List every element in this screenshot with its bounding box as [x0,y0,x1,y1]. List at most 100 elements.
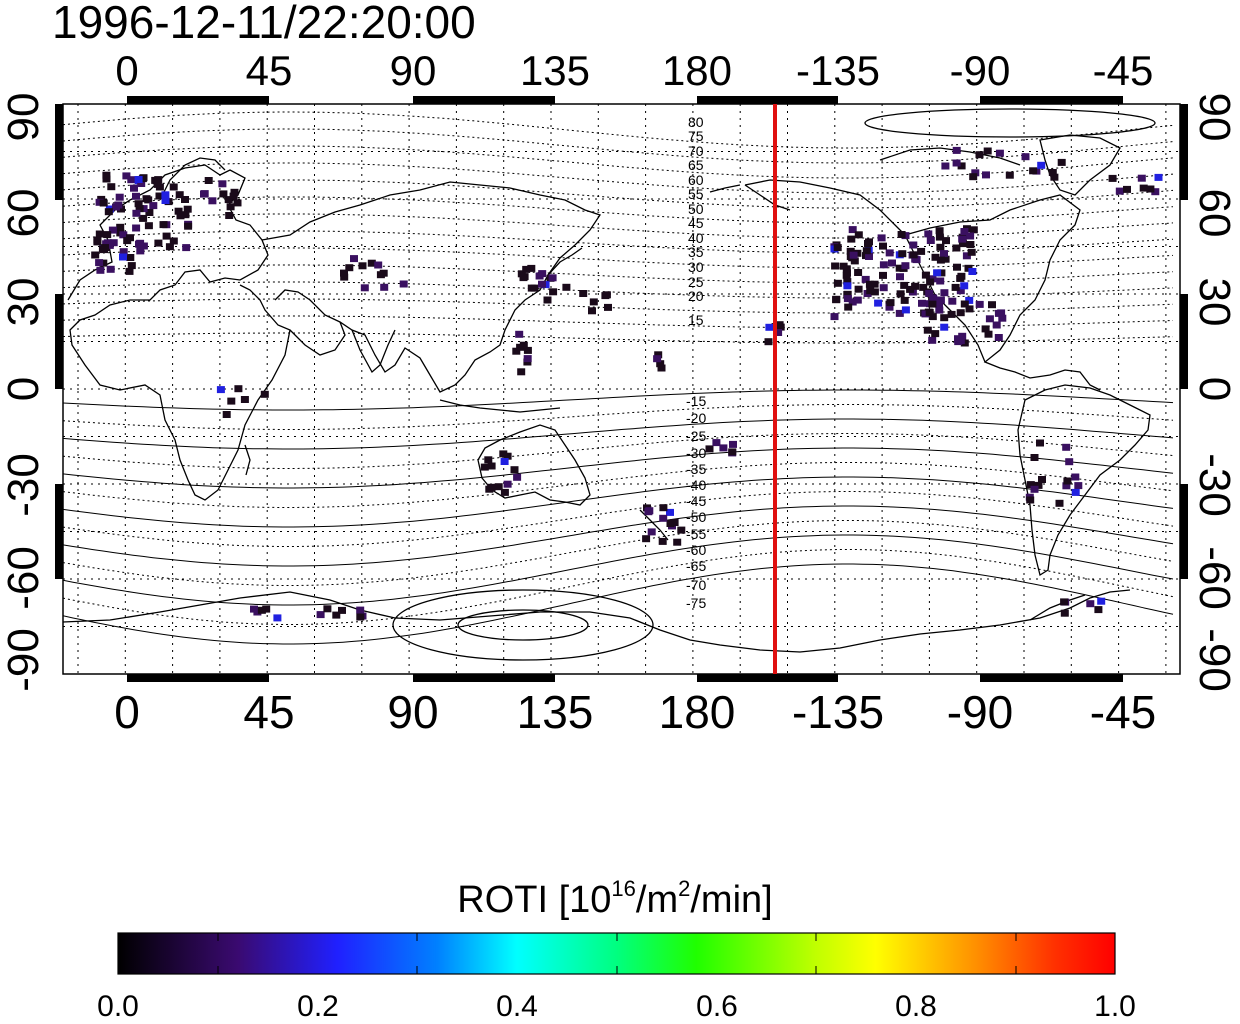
roti-point [901,262,910,270]
roti-point [1030,454,1039,461]
roti-point [957,162,966,170]
roti-point [956,287,965,295]
roti-point [653,355,662,363]
roti-point [935,306,944,314]
roti-point [204,177,213,184]
roti-point [527,264,536,272]
roti-point [1094,606,1103,614]
roti-point [1026,481,1035,489]
roti-point [519,341,528,349]
roti-point [933,269,942,277]
timestamp-label: 1996-12-11/22:20:00 [52,0,476,48]
roti-point [865,280,874,288]
roti-point [940,323,949,331]
roti-point [132,209,141,217]
roti-point [169,183,178,191]
roti-point [379,269,388,277]
left-lat-tick: 60 [0,189,48,238]
roti-point [356,613,365,621]
contour-label: 25 [688,274,704,290]
roti-point [538,270,547,278]
contour-label: 55 [688,186,704,202]
roti-point [940,250,948,258]
frame-tick-bars [55,96,1188,682]
roti-point [971,169,980,177]
roti-point [764,338,773,346]
contour-label: -40 [686,477,706,493]
roti-point [1139,184,1148,192]
roti-point [975,151,984,159]
roti-point [906,285,915,293]
roti-point [677,526,686,534]
roti-point [931,330,940,338]
roti-point [888,259,896,267]
roti-point [338,606,346,614]
contour-label: -55 [686,526,706,542]
roti-point [656,360,665,368]
roti-point [948,297,957,305]
roti-point [503,480,512,488]
roti-point [122,172,131,180]
roti-point [719,444,728,452]
roti-point [896,273,904,281]
magnetic-latitude-contours [63,111,1174,645]
roti-point [181,196,189,203]
roti-point [832,296,841,304]
roti-point [332,611,341,619]
roti-point [200,190,209,198]
roti-point [234,385,243,393]
roti-point [941,255,950,263]
roti-point [985,315,994,323]
roti-point [940,289,949,297]
roti-point [657,364,666,372]
top-longitude-axis: 0 45 90 135 180 -135 -90 -45 [115,47,1153,94]
roti-point [862,247,871,255]
roti-point [145,209,154,216]
roti-point [879,261,888,269]
roti-point [115,193,124,201]
contour-label: 60 [688,172,704,188]
roti-point [96,266,105,274]
roti-point [928,300,937,308]
roti-point [940,314,949,322]
roti-point [966,241,975,248]
roti-point [500,488,509,496]
roti-point [885,303,894,311]
roti-point [515,330,524,338]
roti-point [654,351,663,359]
roti-point [951,283,960,291]
roti-point [134,176,143,183]
roti-point [967,248,976,256]
roti-point [866,287,875,295]
roti-point [114,201,123,209]
roti-point [216,386,225,394]
roti-point [926,278,935,286]
roti-point [848,226,857,234]
roti-point [360,284,369,292]
roti-point [925,308,934,316]
roti-point [579,290,588,297]
roti-point [225,212,234,219]
left-lat-tick: 90 [0,93,48,142]
contour-label: 15 [688,312,704,328]
roti-point [844,303,853,311]
contour-label: -30 [686,445,706,461]
left-lat-tick: -60 [0,546,48,610]
roti-point [183,205,192,213]
roti-point [499,450,508,458]
roti-point [647,528,656,536]
roti-point [936,243,945,251]
roti-point [854,285,863,293]
roti-point [960,300,969,308]
roti-point [958,235,967,243]
roti-point [670,519,679,526]
roti-point [936,277,945,285]
roti-point [181,211,190,219]
contour-label: 35 [688,244,704,260]
left-lat-tick: 0 [0,377,48,401]
roti-point [995,149,1004,157]
roti-point [1151,188,1160,196]
roti-point [642,535,651,543]
roti-point [981,325,990,333]
roti-point [848,298,857,306]
